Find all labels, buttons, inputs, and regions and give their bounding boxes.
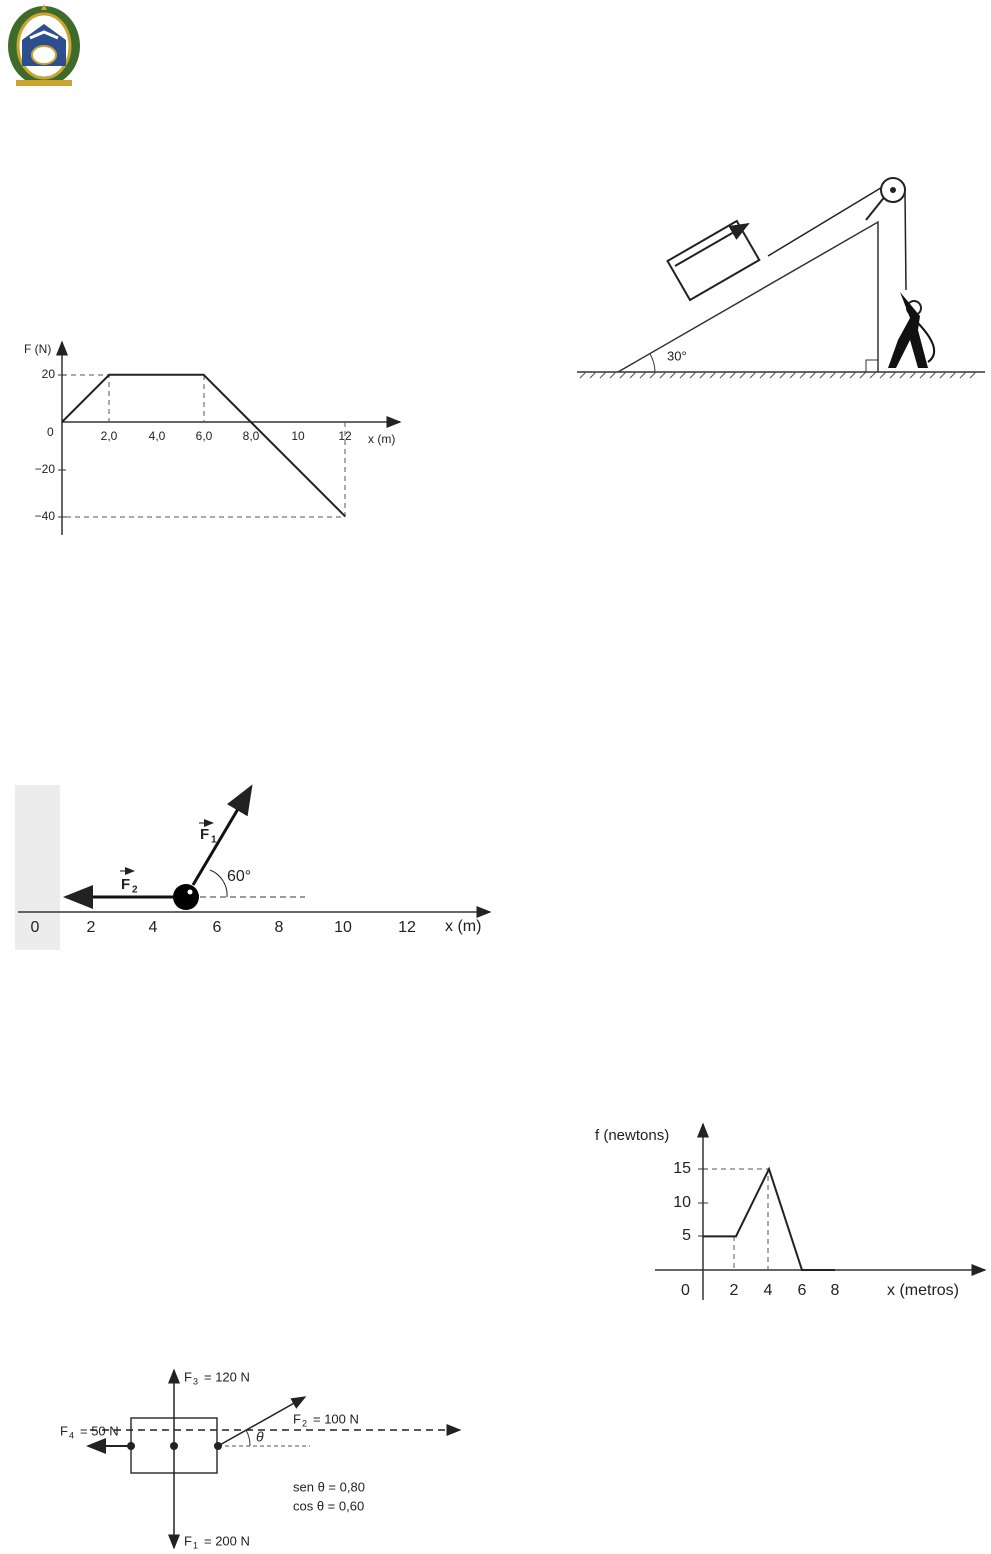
x-tick-label: 6 xyxy=(798,1282,807,1299)
f2-symbol: F xyxy=(293,1411,301,1426)
y-tick-label: −40 xyxy=(35,509,56,523)
y-tick-label: −20 xyxy=(35,462,56,476)
graph-line xyxy=(61,373,346,518)
sin-value: sen θ = 0,80 xyxy=(293,1479,365,1494)
origin-label: 0 xyxy=(681,1282,690,1299)
x-tick-label: 4,0 xyxy=(149,429,166,443)
f3-index: 3 xyxy=(193,1376,198,1386)
forces-figure: θ sen θ = 0,80 cos θ = 0,60 xyxy=(86,1368,462,1550)
y-tick-label: 10 xyxy=(673,1194,691,1211)
x-tick-label: 2 xyxy=(730,1282,739,1299)
logo xyxy=(8,4,80,86)
x-axis-label: x (metros) xyxy=(887,1282,959,1299)
angle-label: 60° xyxy=(227,868,251,885)
f1-symbol: F xyxy=(200,826,209,843)
f4-index: 4 xyxy=(69,1430,74,1440)
f1-value: = 200 N xyxy=(204,1533,250,1548)
f3-symbol: F xyxy=(184,1369,192,1384)
f4-value: = 50 N xyxy=(80,1423,119,1438)
incline-figure: 30° xyxy=(577,177,985,379)
x-tick-label: 6,0 xyxy=(196,429,213,443)
graph-2: f (newtons) 0 x (metros) xyxy=(595,1122,987,1300)
tick-label: 6 xyxy=(213,919,222,936)
axis-label: x (m) xyxy=(445,918,481,935)
x-tick-label: 8 xyxy=(831,1282,840,1299)
tick-label: 4 xyxy=(149,919,158,936)
tick-label: 12 xyxy=(398,919,416,936)
y-tick-label: 5 xyxy=(682,1227,691,1244)
y-tick-label: 20 xyxy=(42,367,56,381)
tick-label: 0 xyxy=(31,919,40,936)
f1-index: 1 xyxy=(193,1540,198,1550)
tick-label: 8 xyxy=(275,919,284,936)
tick-label: 10 xyxy=(334,919,352,936)
theta: θ xyxy=(256,1429,264,1445)
angle-label: 30° xyxy=(667,348,687,363)
f2-index: 2 xyxy=(132,885,138,896)
y-axis-label: f (newtons) xyxy=(595,1127,669,1144)
cos-value: cos θ = 0,60 xyxy=(293,1498,364,1513)
f2-index: 2 xyxy=(302,1418,307,1428)
tick-label: 2 xyxy=(87,919,96,936)
x-tick-label: 12 xyxy=(338,429,352,443)
f2-symbol: F xyxy=(121,876,130,893)
f1-symbol: F xyxy=(184,1533,192,1548)
f1-index: 1 xyxy=(211,835,217,846)
f3-value: = 120 N xyxy=(204,1369,250,1384)
y-tick-label: 15 xyxy=(673,1160,691,1177)
x-axis-label: x (m) xyxy=(368,432,395,446)
graph-line xyxy=(703,1166,835,1271)
number-line-figure: F 2 F 1 60° x (m) xyxy=(15,784,492,950)
x-tick-label: 4 xyxy=(764,1282,773,1299)
x-tick-label: 10 xyxy=(291,429,305,443)
x-tick-label: 2,0 xyxy=(101,429,118,443)
origin-label: 0 xyxy=(47,425,54,439)
x-tick-label: 8,0 xyxy=(243,429,260,443)
f4-symbol: F xyxy=(60,1423,68,1438)
f2-value: = 100 N xyxy=(313,1411,359,1426)
y-axis-label: F (N) xyxy=(24,342,51,356)
